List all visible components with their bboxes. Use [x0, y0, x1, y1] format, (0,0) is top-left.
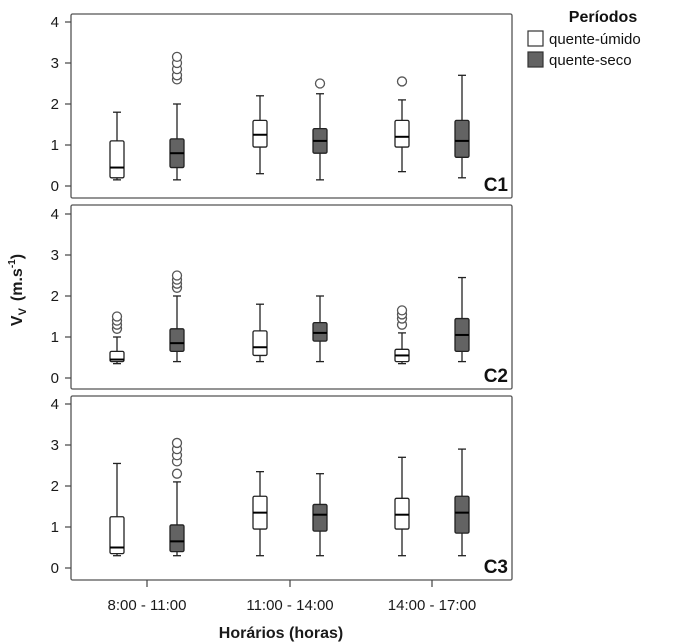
iqr-box — [312, 503, 328, 532]
y-tick-label: 4 — [51, 14, 59, 31]
box-quente-seco — [169, 51, 185, 181]
panel-c3: 0 1 2 3 4 C3 — [51, 395, 513, 581]
box-quente-seco — [454, 74, 470, 179]
x-tick-label: 11:00 - 14:00 — [246, 597, 333, 614]
box-quente-seco — [454, 276, 470, 363]
y-tick-label: 3 — [51, 55, 59, 72]
box-quente-umido — [252, 95, 268, 175]
outlier-point — [171, 270, 183, 281]
box-quente-umido — [109, 462, 125, 557]
y-tick-label: 4 — [51, 206, 59, 223]
y-tick-label: 0 — [51, 560, 59, 577]
iqr-box — [169, 328, 185, 352]
x-axis-title: Horários (horas) — [219, 625, 343, 642]
y-tick-label: 2 — [51, 288, 59, 305]
iqr-box — [312, 321, 328, 342]
iqr-box — [394, 497, 410, 530]
box-quente-seco — [312, 295, 328, 363]
panel-c2: 0 1 2 3 4 C2 — [51, 204, 513, 390]
y-tick-label: 2 — [51, 478, 59, 495]
y-tick-label: 1 — [51, 137, 59, 154]
y-tick-label: 4 — [51, 396, 59, 413]
y-tick-label: 1 — [51, 329, 59, 346]
iqr-box — [109, 140, 125, 179]
panel-c1: 0 1 2 3 4 C1 — [51, 13, 513, 199]
box-quente-umido — [252, 470, 268, 557]
legend-label-quente-seco: quente-seco — [549, 52, 632, 69]
box-quente-seco — [312, 473, 328, 557]
x-tick-label: 14:00 - 17:00 — [388, 597, 476, 614]
box-quente-seco — [169, 270, 185, 363]
legend-label-quente-umido: quente-úmido — [549, 31, 641, 48]
x-tick-label: 8:00 - 11:00 — [108, 597, 187, 614]
y-tick-label: 0 — [51, 178, 59, 195]
y-tick-label: 2 — [51, 96, 59, 113]
outlier-point — [171, 468, 183, 479]
box-quente-umido — [394, 456, 410, 557]
box-quente-umido — [109, 111, 125, 181]
y-tick-label: 1 — [51, 519, 59, 536]
iqr-box — [252, 330, 268, 357]
panel-frame — [70, 395, 513, 581]
legend: Períodos quente-úmido quente-seco — [527, 9, 641, 69]
y-tick-label: 3 — [51, 247, 59, 264]
iqr-box — [454, 119, 470, 158]
box-quente-seco — [312, 78, 328, 181]
iqr-box — [169, 524, 185, 553]
outlier-point — [111, 311, 123, 322]
outlier-point — [171, 437, 183, 449]
box-quente-seco — [169, 437, 185, 557]
outlier-point — [396, 305, 408, 316]
iqr-box — [454, 495, 470, 534]
panel-label: C1 — [484, 175, 509, 196]
iqr-box — [109, 516, 125, 555]
panel-frame — [70, 13, 513, 199]
panel-frame — [70, 204, 513, 390]
box-quente-seco — [454, 448, 470, 557]
panels-group: 0 1 2 3 4 C1 0 1 2 3 4 C2 0 1 2 3 4 C3 — [51, 13, 513, 581]
iqr-box — [252, 119, 268, 148]
x-axis: 8:00 - 11:00 11:00 - 14:00 14:00 - 17:00 — [108, 580, 476, 614]
y-tick-label: 0 — [51, 370, 59, 387]
iqr-box — [394, 119, 410, 148]
panel-label: C3 — [484, 557, 508, 578]
box-quente-umido — [252, 303, 268, 363]
box-quente-umido — [394, 76, 410, 173]
legend-swatch-quente-seco — [527, 51, 544, 68]
legend-swatch-quente-umido — [527, 30, 544, 47]
box-quente-umido — [394, 305, 410, 365]
panel-label: C2 — [484, 366, 508, 387]
outlier-point — [171, 51, 183, 62]
box-quente-umido — [109, 311, 125, 365]
outlier-point — [314, 78, 326, 89]
y-axis-title: VV(m.s-1) — [7, 254, 29, 326]
outlier-point — [396, 76, 408, 87]
legend-title: Períodos — [569, 9, 638, 26]
y-tick-label: 3 — [51, 437, 59, 454]
